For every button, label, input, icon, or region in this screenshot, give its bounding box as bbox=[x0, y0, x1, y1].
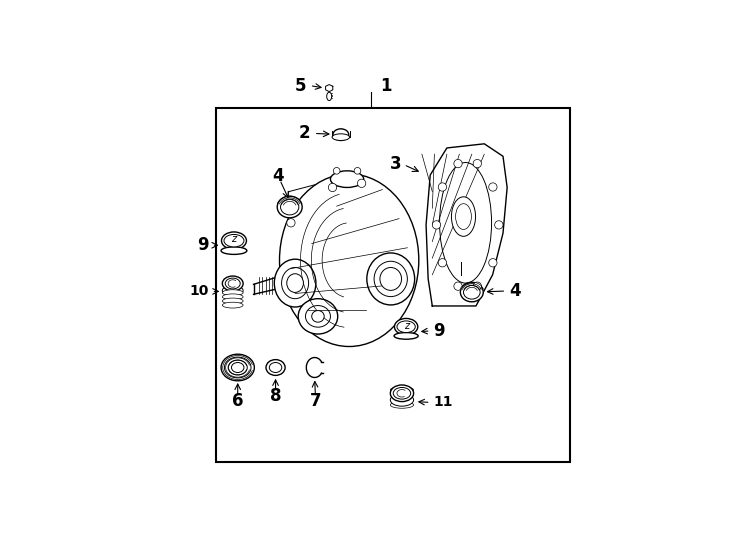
Circle shape bbox=[328, 183, 337, 192]
Circle shape bbox=[438, 259, 446, 267]
Text: 9: 9 bbox=[434, 322, 446, 340]
Ellipse shape bbox=[390, 385, 413, 402]
Ellipse shape bbox=[460, 282, 483, 302]
Circle shape bbox=[454, 159, 462, 168]
Ellipse shape bbox=[222, 232, 247, 249]
Ellipse shape bbox=[333, 129, 349, 140]
Circle shape bbox=[489, 259, 497, 267]
Circle shape bbox=[357, 179, 366, 187]
Circle shape bbox=[489, 183, 497, 191]
Ellipse shape bbox=[298, 299, 338, 334]
Text: 8: 8 bbox=[270, 387, 281, 405]
Ellipse shape bbox=[451, 197, 476, 237]
Ellipse shape bbox=[221, 354, 255, 381]
Ellipse shape bbox=[222, 285, 243, 296]
Ellipse shape bbox=[231, 362, 244, 373]
Ellipse shape bbox=[390, 394, 413, 406]
Text: z: z bbox=[231, 234, 236, 245]
Ellipse shape bbox=[222, 298, 243, 304]
Ellipse shape bbox=[332, 134, 349, 140]
Ellipse shape bbox=[277, 196, 302, 218]
Text: 2: 2 bbox=[299, 124, 310, 143]
Circle shape bbox=[432, 221, 440, 229]
Ellipse shape bbox=[390, 387, 413, 393]
Ellipse shape bbox=[222, 302, 243, 308]
Circle shape bbox=[495, 221, 503, 229]
Ellipse shape bbox=[305, 306, 330, 327]
Ellipse shape bbox=[456, 204, 471, 230]
Ellipse shape bbox=[390, 392, 413, 399]
Ellipse shape bbox=[221, 247, 247, 254]
Ellipse shape bbox=[463, 285, 480, 299]
Ellipse shape bbox=[393, 388, 411, 399]
Ellipse shape bbox=[374, 261, 407, 296]
Ellipse shape bbox=[266, 360, 285, 375]
Ellipse shape bbox=[327, 92, 332, 100]
Ellipse shape bbox=[222, 290, 243, 295]
Ellipse shape bbox=[275, 259, 316, 307]
Ellipse shape bbox=[312, 310, 324, 322]
Text: 4: 4 bbox=[272, 167, 284, 185]
Bar bbox=[216, 109, 570, 462]
Circle shape bbox=[473, 282, 482, 291]
Ellipse shape bbox=[222, 276, 243, 291]
Ellipse shape bbox=[228, 360, 247, 375]
Text: 7: 7 bbox=[310, 392, 321, 410]
Circle shape bbox=[454, 282, 462, 291]
Ellipse shape bbox=[397, 321, 415, 333]
Ellipse shape bbox=[367, 253, 415, 305]
Ellipse shape bbox=[225, 357, 251, 378]
Ellipse shape bbox=[222, 294, 243, 300]
Text: 11: 11 bbox=[434, 395, 453, 409]
Circle shape bbox=[333, 167, 340, 174]
Circle shape bbox=[438, 183, 446, 191]
Text: 6: 6 bbox=[232, 392, 244, 410]
Ellipse shape bbox=[390, 402, 413, 408]
Ellipse shape bbox=[287, 274, 303, 293]
Ellipse shape bbox=[394, 333, 418, 339]
Polygon shape bbox=[426, 144, 507, 306]
Text: z: z bbox=[404, 321, 409, 330]
Ellipse shape bbox=[224, 234, 244, 247]
Text: 5: 5 bbox=[295, 77, 307, 94]
Ellipse shape bbox=[330, 171, 364, 187]
Ellipse shape bbox=[225, 278, 240, 289]
Polygon shape bbox=[326, 85, 333, 92]
Ellipse shape bbox=[280, 199, 299, 215]
Circle shape bbox=[473, 159, 482, 168]
Circle shape bbox=[287, 219, 295, 227]
Ellipse shape bbox=[390, 396, 413, 403]
Circle shape bbox=[354, 167, 361, 174]
Ellipse shape bbox=[282, 267, 308, 299]
Text: 4: 4 bbox=[509, 282, 521, 300]
Ellipse shape bbox=[394, 319, 418, 335]
Ellipse shape bbox=[280, 174, 419, 347]
Ellipse shape bbox=[269, 362, 282, 373]
Text: 9: 9 bbox=[197, 237, 208, 254]
Ellipse shape bbox=[380, 267, 401, 291]
Text: 1: 1 bbox=[380, 77, 392, 94]
Text: 3: 3 bbox=[390, 155, 401, 173]
Text: 10: 10 bbox=[189, 285, 208, 299]
